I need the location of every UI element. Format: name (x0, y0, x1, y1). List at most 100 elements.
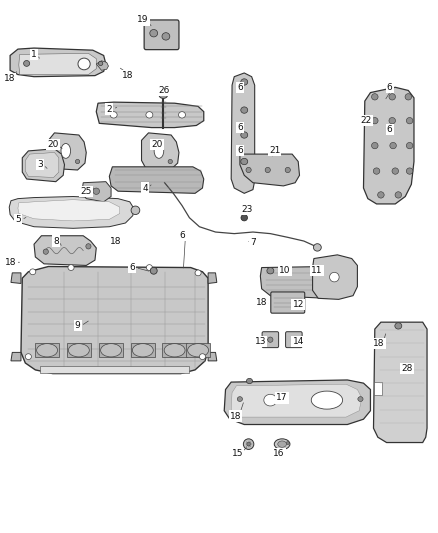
Ellipse shape (101, 344, 121, 357)
Polygon shape (11, 273, 21, 284)
Ellipse shape (99, 61, 103, 66)
Ellipse shape (267, 268, 274, 274)
Ellipse shape (358, 397, 363, 401)
Ellipse shape (405, 94, 412, 100)
Polygon shape (10, 48, 106, 77)
Polygon shape (224, 380, 371, 424)
Ellipse shape (395, 192, 402, 198)
Ellipse shape (187, 344, 208, 357)
Text: 6: 6 (237, 83, 243, 92)
Ellipse shape (68, 265, 74, 270)
Ellipse shape (378, 192, 384, 198)
Text: 21: 21 (269, 147, 280, 156)
Ellipse shape (179, 112, 185, 118)
Text: 18: 18 (4, 74, 15, 83)
Polygon shape (141, 133, 179, 170)
Polygon shape (162, 343, 187, 357)
Text: 5: 5 (15, 215, 21, 224)
Polygon shape (260, 266, 337, 298)
Text: 6: 6 (237, 123, 243, 132)
Text: 12: 12 (293, 300, 304, 309)
FancyBboxPatch shape (286, 332, 302, 348)
Ellipse shape (371, 94, 378, 100)
Ellipse shape (146, 265, 152, 270)
Text: 26: 26 (158, 86, 170, 95)
Ellipse shape (241, 107, 248, 114)
Text: 1: 1 (31, 50, 37, 59)
Ellipse shape (195, 270, 201, 276)
Text: 8: 8 (53, 237, 59, 246)
Ellipse shape (314, 244, 321, 251)
Polygon shape (374, 322, 427, 442)
Ellipse shape (30, 269, 36, 274)
Text: 25: 25 (81, 187, 92, 196)
Polygon shape (96, 61, 109, 70)
Ellipse shape (268, 337, 273, 342)
Ellipse shape (86, 244, 91, 249)
Ellipse shape (247, 442, 251, 446)
Text: 11: 11 (311, 266, 323, 275)
Ellipse shape (329, 272, 339, 282)
Ellipse shape (159, 91, 168, 99)
Ellipse shape (406, 142, 413, 149)
Ellipse shape (68, 344, 89, 357)
Ellipse shape (264, 394, 277, 406)
Text: 18: 18 (256, 298, 268, 307)
Polygon shape (186, 343, 210, 357)
Ellipse shape (265, 167, 270, 173)
Polygon shape (11, 352, 21, 361)
Ellipse shape (43, 249, 48, 254)
Ellipse shape (150, 267, 157, 274)
FancyBboxPatch shape (144, 20, 179, 50)
Text: 28: 28 (401, 364, 413, 373)
Polygon shape (231, 384, 362, 417)
Text: 18: 18 (110, 237, 121, 246)
Text: 6: 6 (179, 231, 185, 240)
Ellipse shape (93, 188, 99, 195)
Text: 6: 6 (129, 263, 135, 272)
Polygon shape (40, 366, 189, 373)
Ellipse shape (61, 143, 71, 158)
Polygon shape (18, 200, 120, 221)
Ellipse shape (75, 159, 80, 164)
Text: 19: 19 (137, 15, 148, 25)
Polygon shape (99, 343, 123, 357)
Text: 18: 18 (230, 411, 241, 421)
Polygon shape (22, 149, 64, 182)
Ellipse shape (278, 441, 286, 447)
Polygon shape (82, 182, 111, 202)
FancyBboxPatch shape (271, 292, 305, 313)
Polygon shape (19, 53, 96, 75)
Ellipse shape (244, 439, 254, 449)
Ellipse shape (247, 378, 253, 384)
Ellipse shape (162, 33, 170, 40)
Polygon shape (208, 273, 217, 284)
Text: 7: 7 (250, 238, 256, 247)
Text: 16: 16 (273, 449, 285, 458)
Ellipse shape (131, 206, 140, 215)
Ellipse shape (371, 117, 378, 124)
Ellipse shape (78, 58, 90, 70)
Ellipse shape (168, 159, 173, 164)
Text: 17: 17 (276, 393, 288, 402)
Ellipse shape (37, 344, 57, 357)
Polygon shape (374, 382, 382, 395)
Ellipse shape (274, 439, 290, 449)
Ellipse shape (110, 112, 117, 118)
Ellipse shape (246, 167, 251, 173)
Polygon shape (231, 73, 254, 193)
Ellipse shape (241, 79, 248, 85)
Ellipse shape (241, 158, 248, 165)
Polygon shape (208, 352, 217, 361)
Ellipse shape (406, 168, 413, 174)
Text: 14: 14 (293, 337, 304, 346)
Text: 6: 6 (387, 83, 392, 92)
Polygon shape (48, 133, 86, 170)
Text: 22: 22 (360, 116, 372, 125)
Text: 20: 20 (152, 140, 163, 149)
Ellipse shape (146, 112, 153, 118)
Polygon shape (131, 343, 155, 357)
Ellipse shape (154, 143, 164, 158)
Text: 23: 23 (242, 205, 253, 214)
Ellipse shape (241, 215, 247, 221)
